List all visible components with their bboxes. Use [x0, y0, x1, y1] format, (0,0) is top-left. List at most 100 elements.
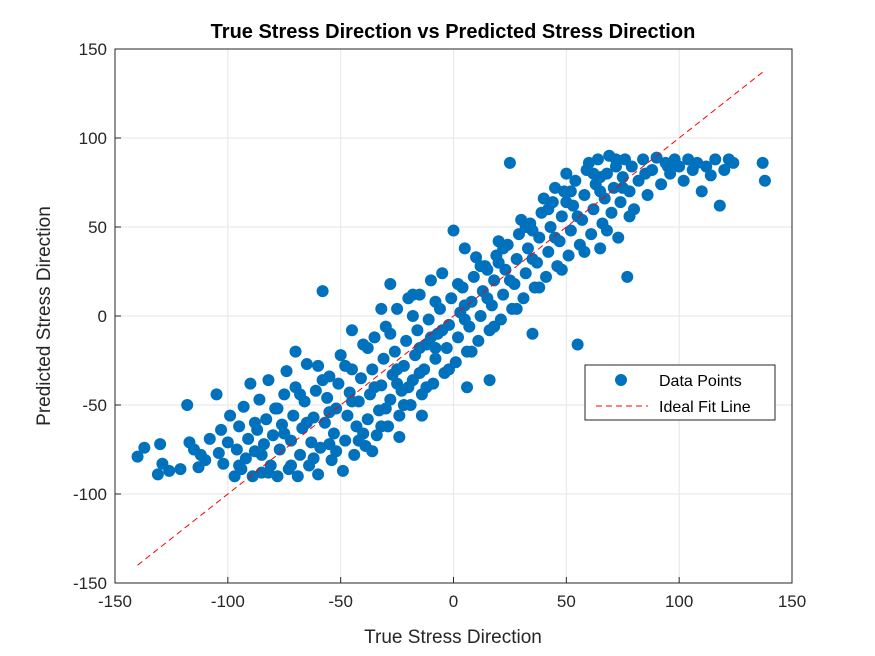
- data-point: [253, 393, 266, 406]
- data-point: [361, 342, 374, 355]
- data-point: [339, 434, 352, 447]
- x-tick-label: -150: [98, 592, 132, 611]
- data-point: [661, 160, 674, 173]
- data-point: [591, 153, 604, 166]
- data-point: [424, 274, 437, 287]
- data-point: [375, 302, 388, 315]
- data-point: [429, 342, 442, 355]
- data-point: [458, 299, 471, 312]
- data-point: [677, 174, 690, 187]
- data-point: [594, 185, 607, 198]
- data-point: [233, 459, 246, 472]
- data-point: [391, 302, 404, 315]
- data-point: [174, 463, 187, 476]
- data-point: [571, 338, 584, 351]
- data-point: [332, 377, 345, 390]
- data-point: [312, 359, 325, 372]
- data-point: [312, 468, 325, 481]
- data-point: [526, 253, 539, 266]
- x-tick-label: 150: [778, 592, 806, 611]
- data-point: [503, 156, 516, 169]
- data-point: [215, 423, 228, 436]
- ideal-fit-line: [137, 69, 766, 566]
- data-point: [413, 366, 426, 379]
- data-point: [287, 409, 300, 422]
- data-point: [305, 436, 318, 449]
- data-point: [472, 334, 485, 347]
- x-tick-label: 50: [557, 592, 576, 611]
- data-point: [217, 457, 230, 470]
- data-point: [569, 174, 582, 187]
- data-point: [278, 388, 291, 401]
- data-point: [718, 164, 731, 177]
- data-point: [637, 153, 650, 166]
- data-point: [291, 470, 304, 483]
- data-point: [429, 295, 442, 308]
- data-point: [436, 267, 449, 280]
- data-point: [391, 363, 404, 376]
- data-point: [345, 324, 358, 337]
- data-point: [458, 242, 471, 255]
- data-point: [327, 427, 340, 440]
- data-point: [368, 331, 381, 344]
- data-point: [623, 210, 636, 223]
- data-point: [452, 331, 465, 344]
- data-point: [221, 436, 234, 449]
- data-point: [713, 199, 726, 212]
- y-axis-label: Predicted Stress Direction: [34, 206, 55, 426]
- data-point: [704, 169, 717, 182]
- data-point: [309, 384, 322, 397]
- data-point: [578, 188, 591, 201]
- data-point: [384, 393, 397, 406]
- data-point: [285, 459, 298, 472]
- data-point: [300, 358, 313, 371]
- data-point: [621, 270, 634, 283]
- data-point: [564, 185, 577, 198]
- data-point: [533, 281, 546, 294]
- data-point: [571, 210, 584, 223]
- data-point: [422, 313, 435, 326]
- data-point: [503, 274, 516, 287]
- data-point: [600, 224, 613, 237]
- data-point: [266, 429, 279, 442]
- data-point: [526, 327, 539, 340]
- data-point: [594, 242, 607, 255]
- data-point: [639, 167, 652, 180]
- data-point: [339, 359, 352, 372]
- data-point: [379, 402, 392, 415]
- data-point: [384, 277, 397, 290]
- data-point: [397, 399, 410, 411]
- data-point: [585, 228, 598, 241]
- data-point: [458, 313, 471, 326]
- data-point: [555, 263, 568, 276]
- data-point: [519, 221, 532, 233]
- legend-box: [584, 364, 776, 421]
- data-point: [325, 454, 338, 467]
- data-point: [582, 156, 595, 169]
- data-point: [510, 253, 523, 266]
- data-point: [542, 245, 555, 258]
- data-point: [540, 270, 553, 283]
- data-point: [316, 285, 329, 298]
- data-point: [415, 409, 428, 422]
- data-point: [361, 413, 374, 426]
- data-point: [406, 288, 419, 301]
- data-point: [370, 429, 383, 442]
- data-point: [727, 156, 740, 169]
- data-point: [411, 324, 424, 337]
- data-point: [318, 416, 331, 429]
- data-point: [391, 377, 404, 390]
- data-point: [377, 352, 390, 365]
- data-point: [257, 438, 270, 451]
- data-point: [366, 363, 379, 376]
- data-point: [233, 420, 246, 433]
- data-point: [230, 443, 243, 456]
- tick-layer: -150 -100 -50 0 50 100 150 -150 -100 -50 0 50 100 150: [73, 40, 806, 611]
- data-point: [271, 402, 284, 415]
- data-point: [212, 447, 225, 460]
- data-point: [607, 181, 620, 194]
- data-point: [560, 196, 573, 209]
- data-point: [393, 409, 406, 422]
- data-point: [345, 395, 358, 408]
- data-point: [467, 270, 480, 283]
